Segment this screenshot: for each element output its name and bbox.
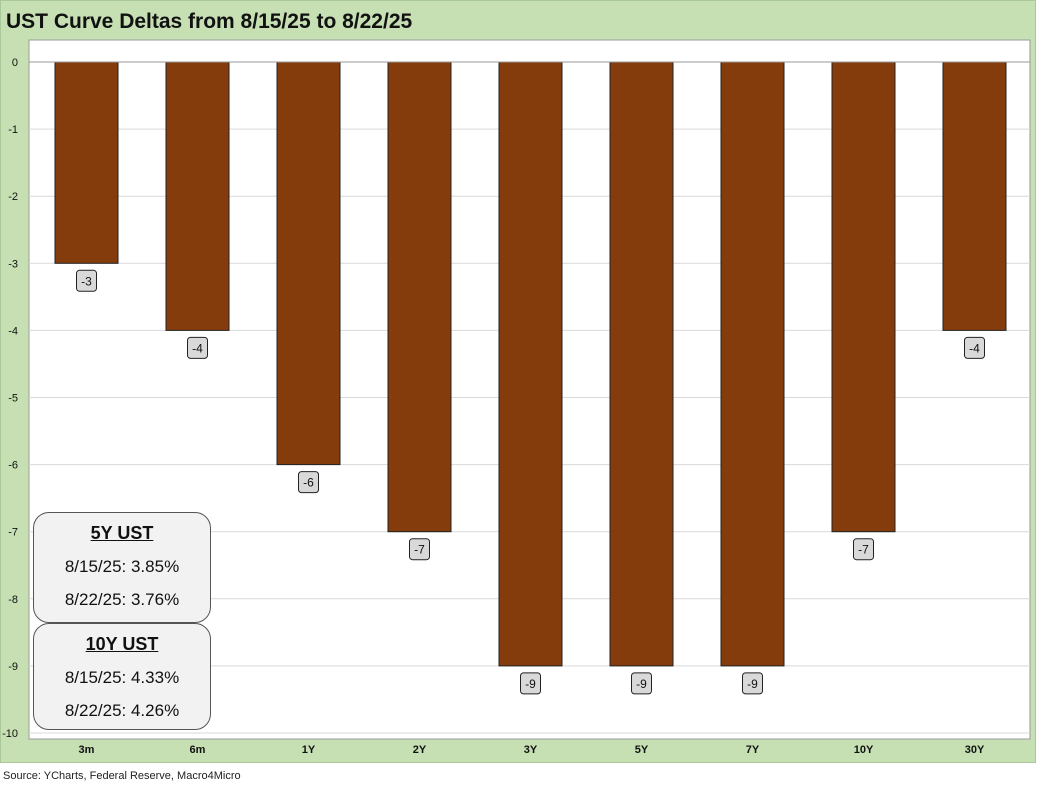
x-tick-label: 5Y xyxy=(635,744,649,756)
info-box-row: 8/15/25: 3.85% xyxy=(64,557,180,576)
chart-title: UST Curve Deltas from 8/15/25 to 8/22/25 xyxy=(6,10,413,33)
bar xyxy=(276,61,341,466)
bar xyxy=(54,61,119,264)
y-tick-label: -8 xyxy=(8,594,18,606)
y-tick-label: -5 xyxy=(8,393,18,405)
data-label-box xyxy=(742,672,763,695)
data-label: -9 xyxy=(747,677,758,691)
bar xyxy=(831,61,896,533)
data-label: -9 xyxy=(636,677,647,691)
data-label-box xyxy=(298,471,319,494)
x-tick-label: 3Y xyxy=(524,744,538,756)
data-label: -6 xyxy=(303,476,314,490)
info-box-row: 8/15/25: 4.33% xyxy=(64,668,180,687)
data-label: -4 xyxy=(969,341,980,355)
bar xyxy=(165,61,230,331)
data-label-box xyxy=(964,336,985,359)
y-tick-label: -6 xyxy=(8,460,18,472)
data-label: -7 xyxy=(858,543,869,557)
info-box-title: 5Y UST xyxy=(90,523,154,543)
info-box-row: 8/22/25: 3.76% xyxy=(64,590,180,609)
y-tick-label: -1 xyxy=(8,124,18,136)
bar xyxy=(942,61,1007,331)
data-label-box xyxy=(187,336,208,359)
x-tick-label: 10Y xyxy=(854,744,874,756)
y-tick-label: -7 xyxy=(8,527,18,539)
bar xyxy=(720,61,785,667)
data-label: -4 xyxy=(192,341,203,355)
bar xyxy=(387,61,452,533)
data-label-box xyxy=(853,538,874,561)
data-label-box xyxy=(520,672,541,695)
y-tick-label: -9 xyxy=(8,661,18,673)
info-box-5y-ust: 5Y UST 8/15/25: 3.85% 8/22/25: 3.76% xyxy=(33,512,211,623)
x-tick-label: 1Y xyxy=(302,744,316,756)
y-tick-label: -10 xyxy=(2,728,18,740)
y-tick-label: -4 xyxy=(8,325,18,337)
data-label-box xyxy=(409,538,430,561)
data-label: -3 xyxy=(81,274,92,288)
bar xyxy=(498,61,563,667)
info-box-10y-ust: 10Y UST 8/15/25: 4.33% 8/22/25: 4.26% xyxy=(33,623,211,730)
y-tick-label: -3 xyxy=(8,258,18,270)
data-label: -7 xyxy=(414,543,425,557)
x-tick-label: 2Y xyxy=(413,744,427,756)
data-label-box xyxy=(631,672,652,695)
info-box-title: 10Y UST xyxy=(85,634,159,654)
source-note: Source: YCharts, Federal Reserve, Macro4… xyxy=(3,770,241,782)
data-label-box xyxy=(76,269,97,292)
data-label: -9 xyxy=(525,677,536,691)
x-tick-label: 7Y xyxy=(746,744,760,756)
bar xyxy=(609,61,674,667)
x-tick-label: 3m xyxy=(79,744,95,756)
y-tick-label: -2 xyxy=(8,191,18,203)
info-box-row: 8/22/25: 4.26% xyxy=(64,701,180,720)
x-tick-label: 6m xyxy=(190,744,206,756)
x-tick-label: 30Y xyxy=(965,744,985,756)
y-tick-label: 0 xyxy=(12,57,18,69)
